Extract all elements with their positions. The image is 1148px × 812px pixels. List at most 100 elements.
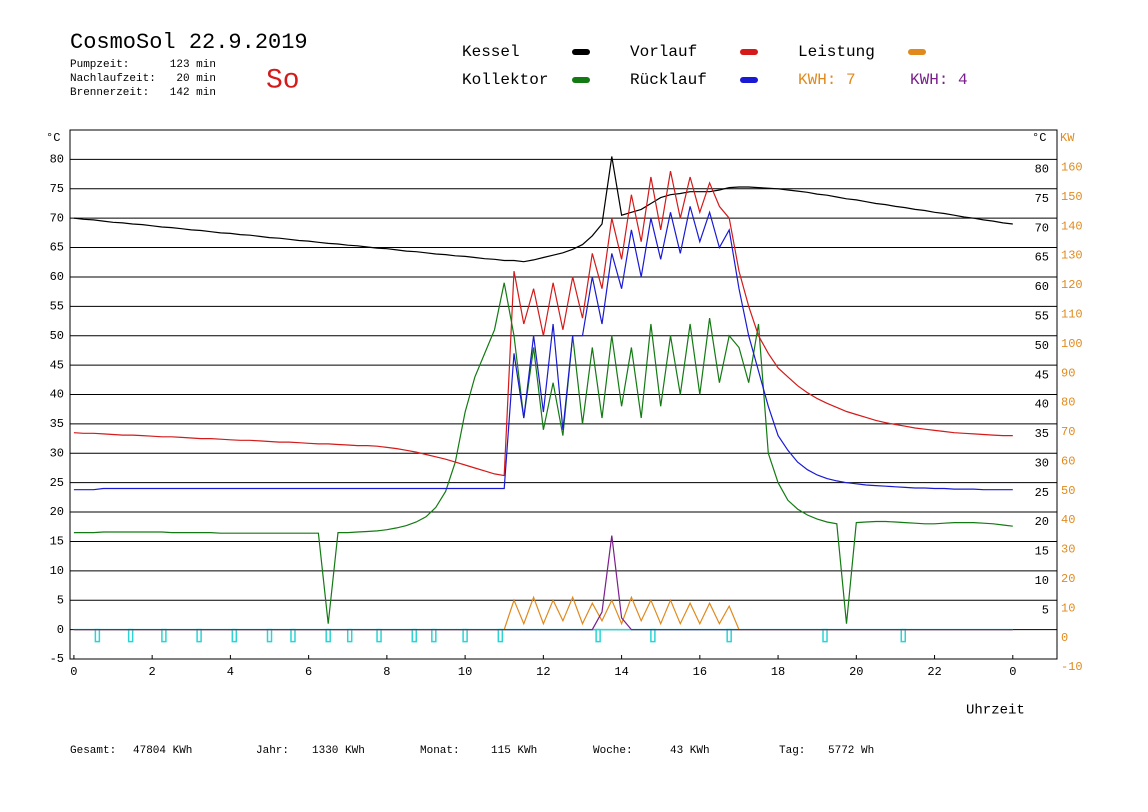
stat-label: Nachlaufzeit:: [70, 73, 156, 85]
kwh-label: KWH: 7: [798, 71, 856, 89]
y2-unit: KW: [1060, 131, 1075, 145]
y-right-tick-label: 40: [1035, 398, 1049, 412]
stat-value: 123 min: [170, 59, 216, 71]
y-right-tick-label: 5: [1042, 603, 1049, 617]
stat-value: 20 min: [176, 73, 216, 85]
y-right-tick-label: 30: [1035, 456, 1049, 470]
y2-tick-label: 50: [1061, 484, 1075, 498]
stat-label: Pumpzeit:: [70, 59, 129, 71]
legend-label: Vorlauf: [630, 43, 697, 61]
x-tick-label: 12: [536, 665, 550, 679]
legend-label: Leistung: [798, 43, 875, 61]
total-value: 115 KWh: [491, 745, 537, 757]
total-value: 5772 Wh: [828, 745, 874, 757]
x-axis-label: Uhrzeit: [966, 703, 1025, 719]
y2-tick-label: 110: [1061, 308, 1083, 322]
y-right-tick-label: 55: [1035, 310, 1049, 324]
y-right-tick-label: 80: [1035, 163, 1049, 177]
x-tick-label: 10: [458, 665, 472, 679]
y-tick-label: 15: [50, 535, 64, 549]
y-right-tick-label: 45: [1035, 368, 1049, 382]
y2-tick-label: 0: [1061, 631, 1068, 645]
y-tick-label: 10: [50, 564, 64, 578]
y-right-tick-label: 50: [1035, 339, 1049, 353]
x-tick-label: 14: [614, 665, 628, 679]
total-value: 47804 KWh: [133, 745, 192, 757]
y-right-tick-label: 10: [1035, 574, 1049, 588]
y2-tick-label: -10: [1061, 660, 1083, 674]
y-right-tick-label: 65: [1035, 251, 1049, 265]
y-tick-label: 5: [57, 593, 64, 607]
y-right-tick-label: 15: [1035, 545, 1049, 559]
x-tick-label: 0: [70, 665, 77, 679]
y-tick-label: 40: [50, 388, 64, 402]
y-tick-label: 65: [50, 241, 64, 255]
y2-tick-label: 20: [1061, 572, 1075, 586]
y-tick-label: 25: [50, 476, 64, 490]
y-right-tick-label: 70: [1035, 221, 1049, 235]
series-line: [73, 535, 1013, 631]
total-label: Gesamt:: [70, 745, 116, 757]
y-right-tick-label: 75: [1035, 192, 1049, 206]
x-tick-label: 0: [1009, 665, 1016, 679]
y2-tick-label: 160: [1061, 161, 1083, 175]
y-tick-label: 0: [57, 623, 64, 637]
y-tick-label: 70: [50, 211, 64, 225]
y2-tick-label: 100: [1061, 337, 1083, 351]
y-unit: °C: [46, 131, 60, 145]
y2-tick-label: 120: [1061, 278, 1083, 292]
legend-label: Kollektor: [462, 71, 548, 89]
y2-tick-label: 10: [1061, 601, 1075, 615]
y-unit-right: °C: [1032, 131, 1046, 145]
y-right-tick-label: 20: [1035, 515, 1049, 529]
x-tick-label: 18: [771, 665, 785, 679]
legend-label: Rücklauf: [630, 71, 707, 89]
x-tick-label: 16: [693, 665, 707, 679]
y2-tick-label: 40: [1061, 513, 1075, 527]
series-line: [73, 170, 1013, 477]
y-right-tick-label: 25: [1035, 486, 1049, 500]
kwh-label: KWH: 4: [910, 71, 968, 89]
total-label: Woche:: [593, 745, 633, 757]
y2-tick-label: 140: [1061, 219, 1083, 233]
legend-label: Kessel: [462, 43, 520, 61]
y-tick-label: 35: [50, 417, 64, 431]
y-tick-label: 80: [50, 153, 64, 167]
x-tick-label: 8: [383, 665, 390, 679]
y2-tick-label: 70: [1061, 425, 1075, 439]
x-tick-label: 22: [927, 665, 941, 679]
x-tick-label: 2: [149, 665, 156, 679]
pump-event: [595, 628, 601, 643]
total-value: 43 KWh: [670, 745, 710, 757]
stat-label: Brennerzeit:: [70, 87, 149, 99]
y-right-tick-label: 35: [1035, 427, 1049, 441]
y2-tick-label: 150: [1061, 190, 1083, 204]
y-tick-label: 45: [50, 358, 64, 372]
y-right-tick-label: 60: [1035, 280, 1049, 294]
y-tick-label: 20: [50, 505, 64, 519]
total-label: Tag:: [779, 745, 805, 757]
chart-title: CosmoSol 22.9.2019: [70, 30, 308, 55]
y-tick-label: 55: [50, 300, 64, 314]
weekday: So: [266, 65, 300, 96]
y2-tick-label: 130: [1061, 249, 1083, 263]
y-tick-label: 30: [50, 446, 64, 460]
y-tick-label: 50: [50, 329, 64, 343]
y2-tick-label: 60: [1061, 454, 1075, 468]
y2-tick-label: 30: [1061, 543, 1075, 557]
series-line: [73, 206, 1013, 491]
total-value: 1330 KWh: [312, 745, 365, 757]
x-tick-label: 20: [849, 665, 863, 679]
series-line: [73, 282, 1013, 624]
total-label: Jahr:: [256, 745, 289, 757]
y-tick-label: 60: [50, 270, 64, 284]
series-line: [73, 156, 1013, 263]
y2-tick-label: 90: [1061, 366, 1075, 380]
y-tick-label: -5: [50, 652, 64, 666]
y2-tick-label: 80: [1061, 396, 1075, 410]
total-label: Monat:: [420, 745, 460, 757]
x-tick-label: 6: [305, 665, 312, 679]
stat-value: 142 min: [170, 87, 216, 99]
x-tick-label: 4: [227, 665, 234, 679]
